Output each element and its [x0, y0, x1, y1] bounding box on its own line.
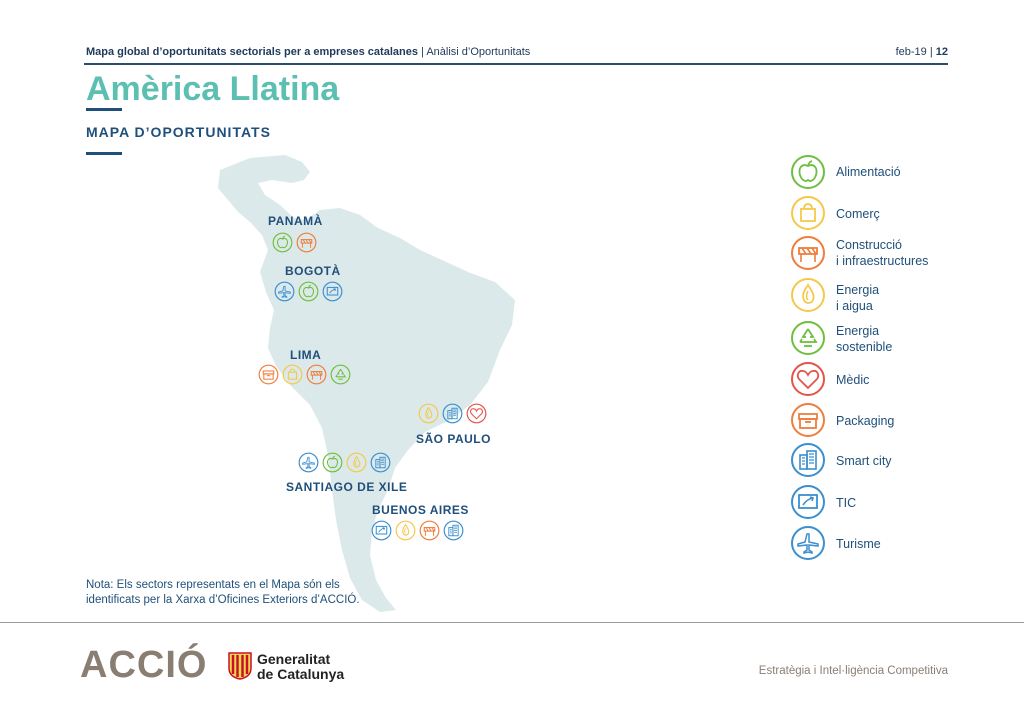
document-header: Mapa global d’oportunitats sectorials pe…	[86, 46, 530, 58]
footer-divider	[0, 622, 1024, 623]
energia-icon	[395, 520, 416, 541]
legend-medic-label: Mèdic	[836, 373, 870, 387]
page-subtitle: MAPA D’OPORTUNITATS	[86, 124, 271, 140]
construccio-icon	[296, 232, 317, 253]
page-info: feb-19 | 12	[896, 46, 948, 58]
tic-icon	[371, 520, 392, 541]
city-buenos-aires-label: BUENOS AIRES	[372, 503, 469, 517]
legend-sostenible-icon	[790, 320, 826, 356]
alimentacio-icon	[322, 452, 343, 473]
legend-packaging-label: Packaging	[836, 414, 895, 428]
legend-comerc-label: Comerç	[836, 207, 880, 221]
smart-city-icon	[443, 520, 464, 541]
city-panama-icons	[272, 232, 317, 253]
turisme-icon	[274, 281, 295, 302]
legend-comerc-icon	[790, 195, 826, 231]
legend-medic-icon	[790, 361, 826, 397]
header-separator: |	[417, 46, 427, 58]
legend-energia-icon	[790, 277, 826, 313]
city-santiago-icons	[298, 452, 391, 473]
turisme-icon	[298, 452, 319, 473]
generalitat-logo-icon	[228, 652, 252, 680]
document-section: Anàlisi d’Oportunitats	[426, 46, 531, 58]
south-america-map	[218, 155, 515, 612]
page-number: 12	[935, 46, 948, 58]
accio-logo: ACCIÓ	[80, 644, 208, 686]
alimentacio-icon	[272, 232, 293, 253]
energia-icon	[346, 452, 367, 473]
legend-energia-line2: i aigua	[836, 299, 873, 313]
legend-construccio-icon	[790, 235, 826, 271]
gov-line1: Generalitat	[257, 651, 331, 667]
page-separator: |	[926, 46, 936, 58]
legend-alimentacio-label: Alimentació	[836, 165, 901, 179]
city-bogota-icons	[274, 281, 343, 302]
construccio-icon	[419, 520, 440, 541]
legend-construccio-line2: i infraestructures	[836, 254, 929, 268]
legend-tic-label: TIC	[836, 496, 857, 510]
title-rule	[86, 108, 122, 111]
gov-line2: de Catalunya	[257, 666, 345, 682]
legend-tic-icon	[790, 484, 826, 520]
legend-construccio-label: Construcció i infraestructures	[836, 237, 928, 269]
legend-smart-city-label: Smart city	[836, 454, 892, 468]
construccio-icon	[306, 364, 327, 385]
tic-icon	[322, 281, 343, 302]
legend-sostenible-label: Energia sostenible	[836, 323, 892, 355]
subtitle-rule	[86, 152, 122, 155]
page-title: Amèrica Llatina	[86, 70, 340, 108]
city-santiago-label: SANTIAGO DE XILE	[286, 480, 408, 494]
document-title: Mapa global d’oportunitats sectorials pe…	[86, 46, 418, 58]
department-name: Estratègia i Intel·ligència Competitiva	[758, 665, 948, 677]
legend-sostenible-line1: Energia	[836, 324, 880, 338]
city-lima-label: LIMA	[290, 348, 322, 362]
smart-city-icon	[442, 403, 463, 424]
energia-sostenible-icon	[330, 364, 351, 385]
legend-energia-line1: Energia	[836, 283, 880, 297]
legend-construccio-line1: Construcció	[836, 238, 902, 252]
smart-city-icon	[370, 452, 391, 473]
document-date: feb-19	[895, 46, 927, 58]
legend-packaging-icon	[790, 402, 826, 438]
footnote-line1: Nota: Els sectors representats en el Map…	[86, 579, 340, 591]
footnote-line2: identificats per la Xarxa d’Oficines Ext…	[86, 594, 360, 606]
city-sao-paulo-icons	[418, 403, 487, 424]
comerc-icon	[282, 364, 303, 385]
header-divider	[84, 63, 948, 65]
city-lima-icons	[258, 364, 351, 385]
legend-alimentacio-icon	[790, 154, 826, 190]
energia-icon	[418, 403, 439, 424]
city-sao-paulo-label: SÃO PAULO	[416, 432, 491, 446]
city-bogota-label: BOGOTÀ	[285, 264, 341, 278]
packaging-icon	[258, 364, 279, 385]
legend-turisme-icon	[790, 525, 826, 561]
legend-smart-city-icon	[790, 442, 826, 478]
footnote: Nota: Els sectors representats en el Map…	[86, 578, 386, 608]
legend-turisme-label: Turisme	[836, 537, 881, 551]
city-panama-label: PANAMÀ	[268, 214, 323, 228]
legend-sostenible-line2: sostenible	[836, 340, 893, 354]
city-buenos-aires-icons	[371, 520, 464, 541]
medic-icon	[466, 403, 487, 424]
alimentacio-icon	[298, 281, 319, 302]
generalitat-wordmark: Generalitat de Catalunya	[257, 652, 344, 682]
legend-energia-label: Energia i aigua	[836, 282, 879, 314]
